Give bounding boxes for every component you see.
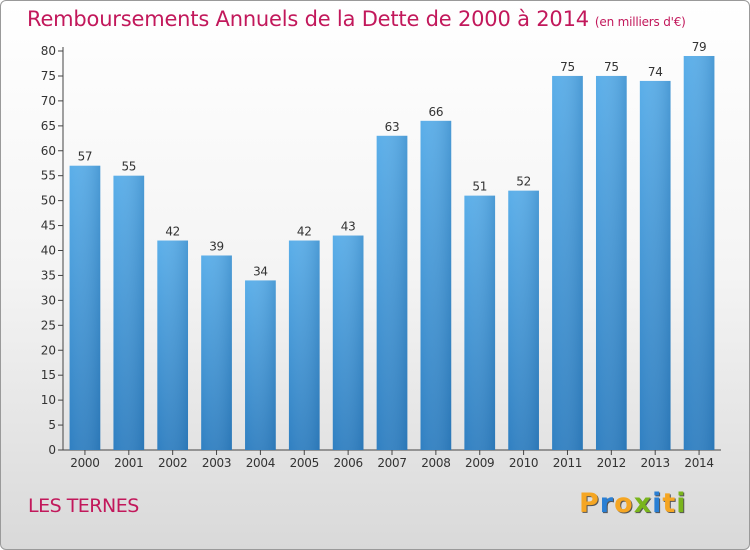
x-tick-label: 2007 xyxy=(377,456,406,470)
x-tick-label: 2012 xyxy=(597,456,626,470)
logo-letter: x xyxy=(633,488,653,519)
x-axis: 2000 2001 2002 2003 2004 2005 2006 2007 2008 2009… xyxy=(63,449,721,470)
bar-shade xyxy=(552,75,583,450)
y-tick-label: 75 xyxy=(41,69,56,83)
bar-value-label: 74 xyxy=(648,65,663,79)
x-tick-label: 2002 xyxy=(158,456,187,470)
logo-letter: i xyxy=(652,488,663,519)
bar-shade xyxy=(464,195,496,450)
bar-shade xyxy=(508,190,539,450)
y-tick-label: 0 xyxy=(48,443,56,457)
bar-value-label: 55 xyxy=(121,160,136,174)
bar-value-label: 42 xyxy=(165,225,180,239)
y-tick-label: 30 xyxy=(41,293,56,307)
bar-labels: 57 55 42 39 34 42 43 63 66 51 52 75 75 74 79 xyxy=(78,40,707,278)
bar-shade xyxy=(69,165,101,450)
bar-shade xyxy=(245,280,276,450)
x-tick-label: 2003 xyxy=(202,456,231,470)
y-axis: 0 5 10 15 20 25 30 35 40 45 50 55 60 65 70 75 80 xyxy=(41,44,64,457)
bar-value-label: 57 xyxy=(78,150,93,164)
x-tick-label: 2006 xyxy=(333,456,362,470)
x-tick-label: 2001 xyxy=(114,456,143,470)
bar-shade xyxy=(420,120,452,450)
bar-value-label: 75 xyxy=(560,60,575,74)
chart-title-text: Remboursements Annuels de la Dette de 20… xyxy=(27,7,589,31)
bar-value-label: 66 xyxy=(429,105,444,119)
x-tick-label: 2013 xyxy=(641,456,670,470)
x-tick-label: 2004 xyxy=(246,456,275,470)
bar-shade xyxy=(639,80,671,451)
x-tick-label: 2011 xyxy=(553,456,582,470)
bar-shade xyxy=(201,255,232,450)
commune-name: LES TERNES xyxy=(28,495,139,517)
y-tick-label: 40 xyxy=(41,244,56,258)
y-tick-label: 15 xyxy=(41,368,56,382)
x-tick-label: 2008 xyxy=(421,456,450,470)
bar-shade xyxy=(288,240,320,450)
y-tick-label: 25 xyxy=(41,318,56,332)
logo-letter: t xyxy=(662,488,677,519)
logo-letter: r xyxy=(599,488,615,519)
chart-subtitle: (en milliers d'€) xyxy=(594,15,686,29)
x-tick-label: 2009 xyxy=(465,456,494,470)
y-tick-label: 80 xyxy=(41,44,56,58)
bar-shade xyxy=(595,75,627,450)
y-tick-label: 45 xyxy=(41,219,56,233)
x-tick-label: 2000 xyxy=(70,456,99,470)
y-tick-label: 20 xyxy=(41,343,56,357)
bar-shade xyxy=(157,240,189,450)
y-tick-label: 55 xyxy=(41,169,56,183)
bar-value-label: 75 xyxy=(604,60,619,74)
y-tick-label: 35 xyxy=(41,268,56,282)
logo-letter: i xyxy=(676,488,687,519)
bar-shade xyxy=(113,175,145,450)
bar-value-label: 51 xyxy=(472,180,487,194)
bar-value-label: 42 xyxy=(297,225,312,239)
bar-shade xyxy=(376,135,408,450)
x-tick-label: 2014 xyxy=(684,456,713,470)
y-tick-label: 5 xyxy=(48,418,56,432)
x-tick-label: 2005 xyxy=(290,456,319,470)
logo-letter: P xyxy=(579,488,600,519)
bar-shade xyxy=(683,55,715,451)
y-tick-label: 60 xyxy=(41,144,56,158)
bar-shade xyxy=(332,235,364,450)
y-tick-label: 10 xyxy=(41,393,56,407)
bar-value-label: 34 xyxy=(253,264,268,278)
x-tick-label: 2010 xyxy=(509,456,538,470)
y-tick-label: 65 xyxy=(41,119,56,133)
logo-letter: o xyxy=(614,488,634,519)
bar-value-label: 52 xyxy=(516,175,531,189)
bar-value-label: 63 xyxy=(385,120,400,134)
bar-value-label: 43 xyxy=(341,220,356,234)
proxiti-logo: Proxiti xyxy=(579,488,687,519)
bars xyxy=(69,55,715,451)
chart-title: Remboursements Annuels de la Dette de 20… xyxy=(27,7,686,31)
y-tick-label: 70 xyxy=(41,94,56,108)
bar-value-label: 79 xyxy=(692,40,707,54)
bar-value-label: 39 xyxy=(209,239,224,253)
y-tick-label: 50 xyxy=(41,194,56,208)
